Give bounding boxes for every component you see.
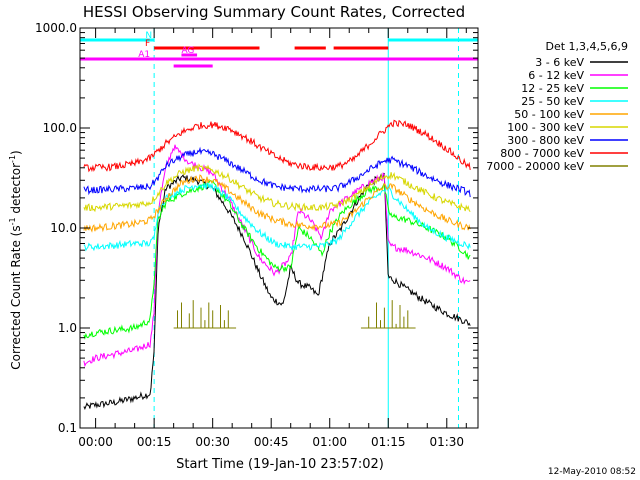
flag-label-F: F — [145, 39, 150, 49]
x-tick-label-5: 01:15 — [371, 435, 406, 449]
legend-label-3: 25 - 50 keV — [521, 95, 584, 108]
y-axis-label-end: ) — [9, 150, 23, 155]
legend-label-1: 6 - 12 keV — [528, 69, 584, 82]
chart-title: HESSI Observing Summary Count Rates, Cor… — [83, 3, 465, 21]
series-line-3 — [83, 181, 471, 252]
x-tick-label-1: 00:15 — [137, 435, 172, 449]
legend-label-7: 800 - 7000 keV — [500, 147, 584, 160]
series-line-7 — [83, 119, 471, 173]
x-tick-label-6: 01:30 — [429, 435, 464, 449]
legend-label-6: 300 - 800 keV — [507, 134, 584, 147]
legend-label-2: 12 - 25 keV — [521, 82, 584, 95]
y-tick-label-2: 10.0 — [50, 221, 77, 235]
x-tick-label-2: 00:30 — [195, 435, 230, 449]
legend-label-5: 100 - 300 keV — [507, 121, 584, 134]
y-tick-label-1: 1.0 — [58, 321, 77, 335]
legend-label-4: 50 - 100 keV — [514, 108, 584, 121]
plot-frame — [79, 27, 479, 429]
legend-label-0: 3 - 6 keV — [535, 56, 584, 69]
x-tick-label-3: 00:45 — [254, 435, 289, 449]
x-tick-label-4: 01:00 — [312, 435, 347, 449]
x-tick-label-0: 00:00 — [78, 435, 113, 449]
footer-timestamp: 12-May-2010 08:52 — [548, 467, 636, 477]
flag-label-A1: A1 — [138, 50, 150, 60]
legend-label-8: 7000 - 20000 keV — [486, 160, 584, 173]
x-axis-label: Start Time (19-Jan-10 23:57:02) — [176, 457, 384, 472]
series-line-2 — [83, 179, 471, 340]
series-line-6 — [83, 146, 471, 198]
series-line-0 — [83, 172, 471, 410]
flag-label-AG: AG — [181, 46, 194, 56]
series-line-8 — [173, 300, 416, 329]
legend-title: Det 1,3,4,5,6,9 — [545, 40, 628, 53]
series-line-1 — [83, 144, 471, 368]
flag-label-N: N — [145, 31, 152, 41]
series-line-5 — [83, 163, 471, 213]
y-axis-label-sup1: -1 — [8, 217, 17, 225]
y-axis-label-mid: detector — [9, 163, 23, 218]
y-axis-label-part1: Corrected Count Rate (s — [9, 225, 23, 369]
y-tick-label-0: 0.1 — [58, 421, 77, 435]
y-tick-label-4: 1000.0 — [35, 21, 77, 35]
y-axis-label: Corrected Count Rate (s-1 detector-1) — [8, 150, 23, 369]
y-axis-label-sup2: -1 — [8, 155, 17, 163]
y-tick-label-3: 100.0 — [43, 121, 77, 135]
plot-area: NF AG A1 0.1 1.0 10.0 100.0 1000.0 00:00 00:15 00:… — [35, 21, 479, 449]
series-line-4 — [83, 174, 471, 233]
